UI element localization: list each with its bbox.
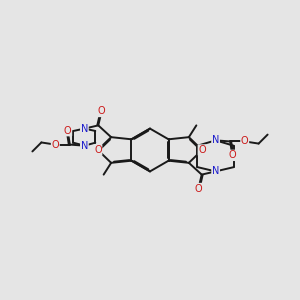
- Text: O: O: [198, 145, 206, 155]
- Text: O: O: [94, 145, 102, 155]
- Text: O: O: [241, 136, 248, 146]
- Text: O: O: [229, 150, 236, 161]
- Text: O: O: [195, 184, 202, 194]
- Text: O: O: [64, 126, 71, 136]
- Text: N: N: [212, 135, 219, 146]
- Text: N: N: [81, 124, 88, 134]
- Text: O: O: [98, 106, 105, 116]
- Text: N: N: [212, 167, 219, 176]
- Text: N: N: [81, 141, 88, 151]
- Text: O: O: [52, 140, 59, 150]
